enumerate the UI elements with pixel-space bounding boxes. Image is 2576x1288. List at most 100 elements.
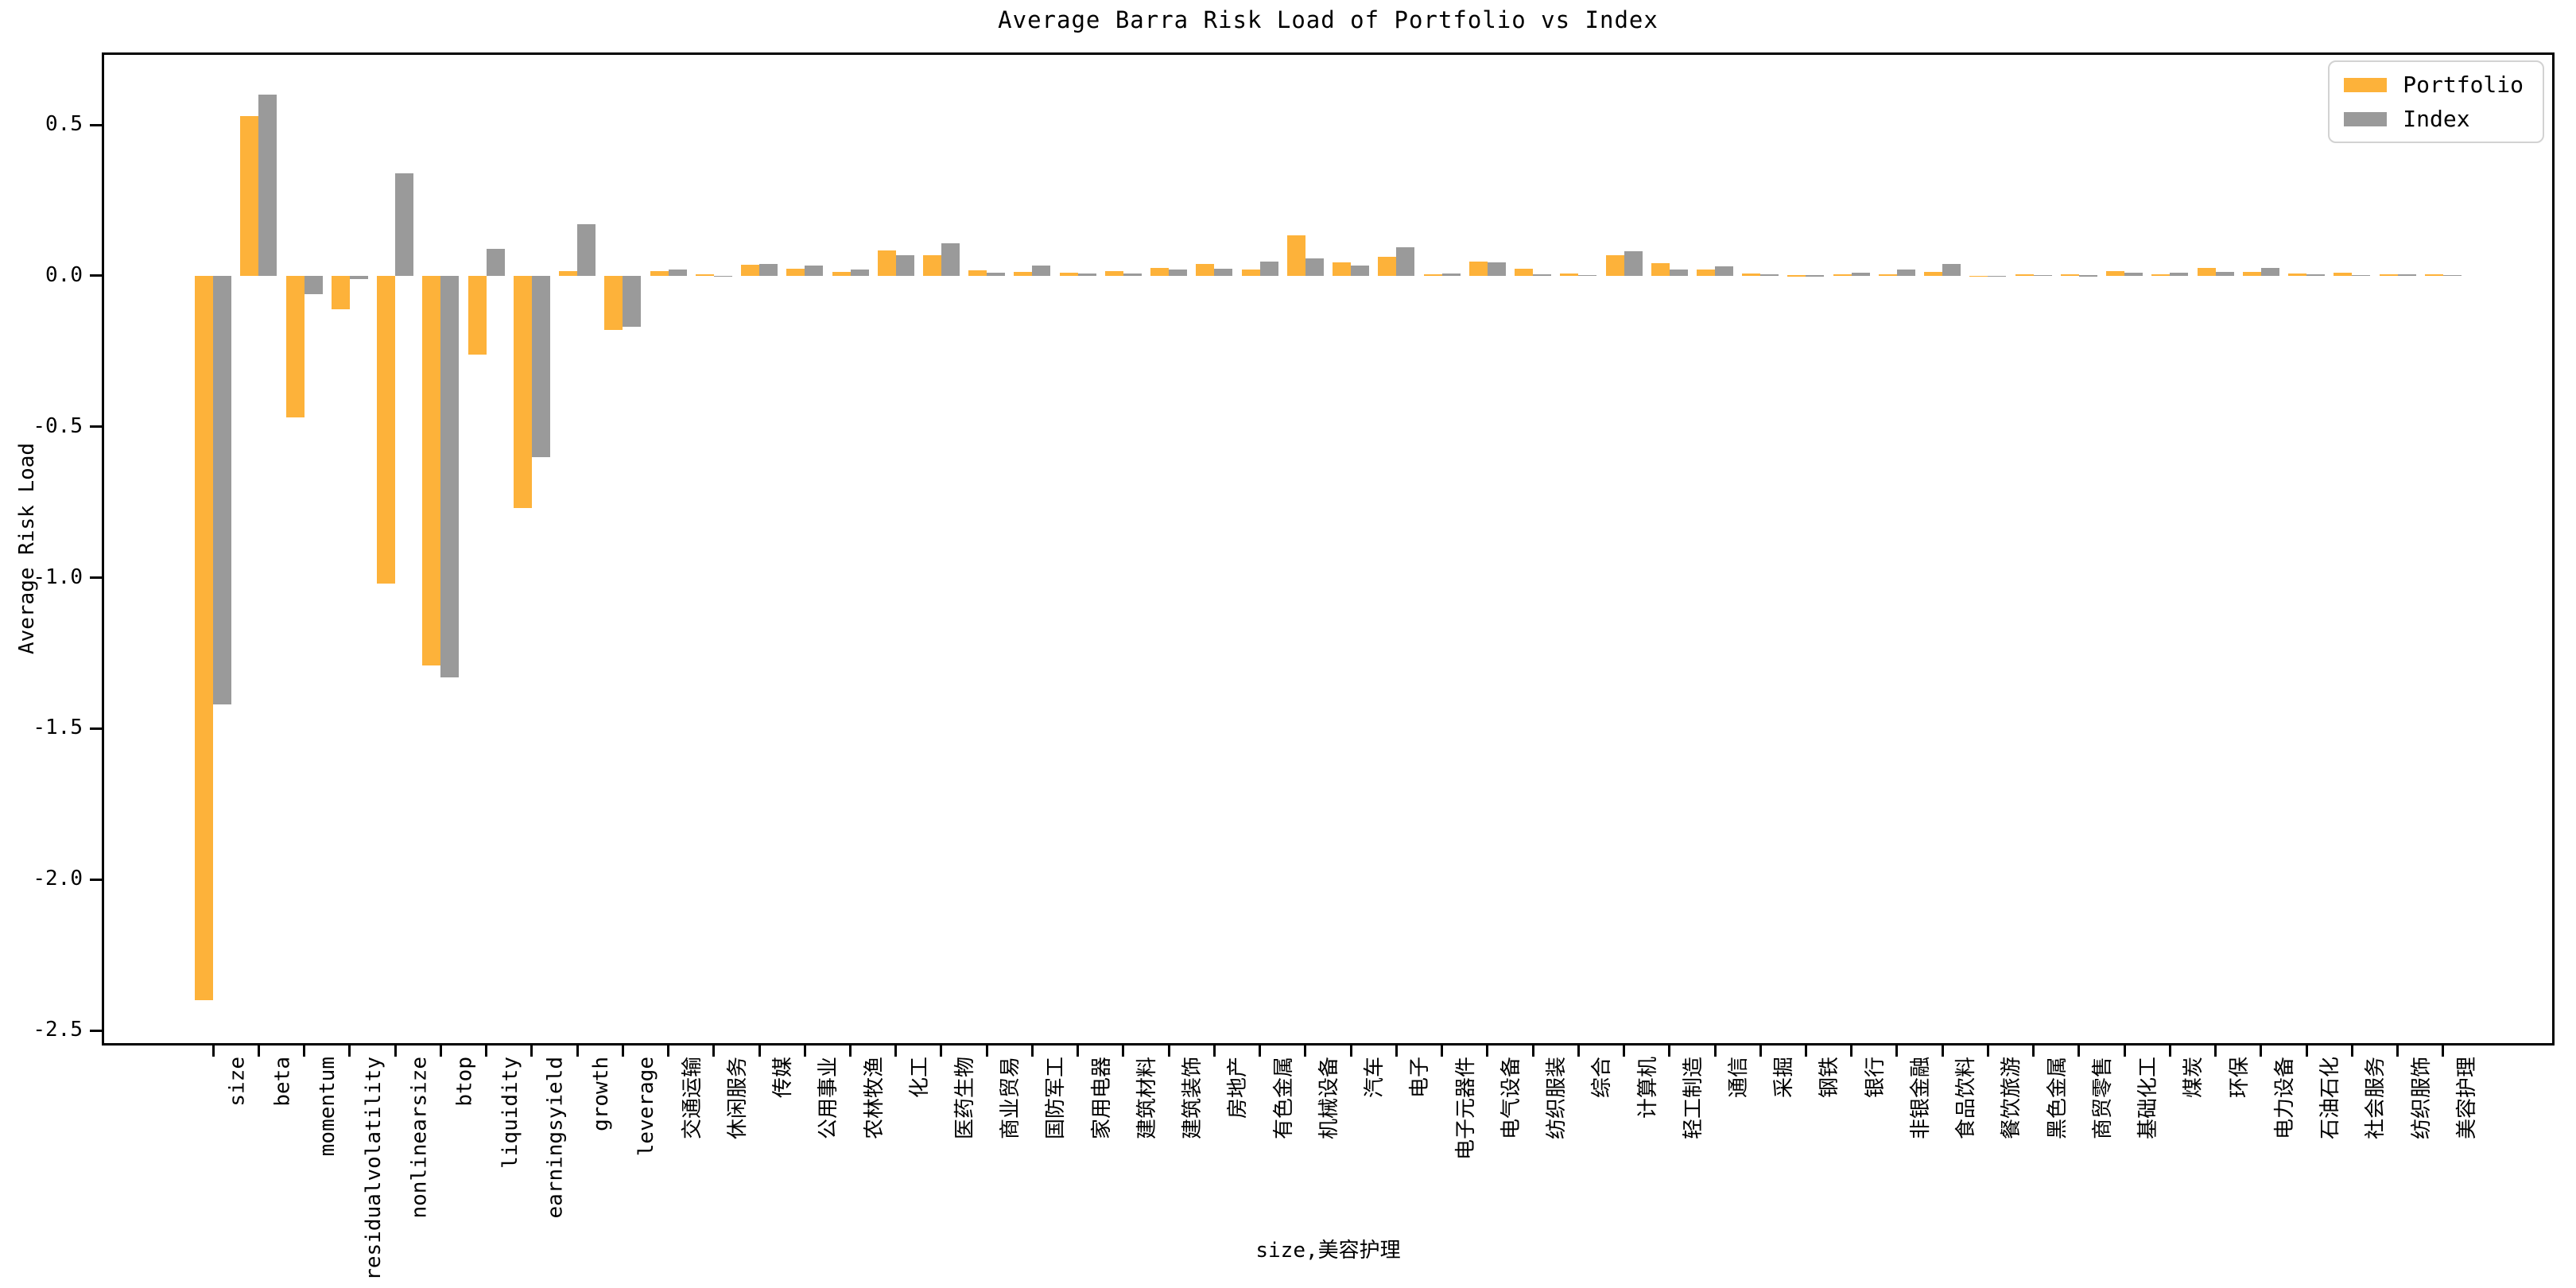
bar-portfolio-1 (240, 115, 259, 276)
x-tick-label: 电子元器件 (1453, 1057, 1478, 1161)
bar-portfolio-14 (832, 271, 851, 276)
bar-index-31 (1624, 250, 1643, 276)
x-tick-label: 食品饮料 (1954, 1057, 1979, 1140)
x-axis-label: size,美容护理 (1255, 1239, 1401, 1263)
x-tick-label: 采掘 (1772, 1057, 1797, 1099)
x-tick-mark (1713, 1046, 1717, 1057)
x-tick-mark (1212, 1046, 1216, 1057)
x-tick-label: size (225, 1057, 250, 1107)
bar-index-36 (1851, 273, 1870, 276)
bar-index-5 (440, 275, 460, 677)
bar-index-20 (1123, 273, 1142, 276)
y-tick-label: 0.0 (45, 262, 83, 287)
bar-portfolio-23 (1241, 270, 1260, 276)
x-tick-mark (1030, 1046, 1034, 1057)
x-tick-label: 基础化工 (2136, 1057, 2161, 1140)
x-tick-mark (211, 1046, 215, 1057)
bar-portfolio-18 (1014, 271, 1033, 276)
legend-row-portfolio: Portfolio (2344, 72, 2524, 98)
bar-portfolio-24 (1286, 235, 1305, 276)
y-tick-mark (90, 425, 102, 429)
bar-portfolio-49 (2424, 274, 2443, 276)
bar-index-41 (2078, 275, 2097, 277)
bar-index-26 (1396, 247, 1415, 276)
x-tick-label: 化工 (907, 1057, 932, 1099)
x-tick-mark (1850, 1046, 1853, 1057)
x-tick-mark (621, 1046, 624, 1057)
bar-index-15 (895, 254, 914, 276)
x-tick-label: 医药生物 (953, 1057, 977, 1140)
bar-portfolio-44 (2197, 267, 2216, 276)
bar-portfolio-9 (604, 275, 623, 331)
bar-portfolio-4 (377, 275, 396, 584)
bar-index-16 (941, 242, 960, 276)
y-tick-label: -0.5 (33, 413, 83, 438)
bar-index-35 (1806, 275, 1825, 277)
x-tick-label: 计算机 (1635, 1057, 1660, 1119)
x-tick-mark (1895, 1046, 1899, 1057)
x-tick-mark (1349, 1046, 1352, 1057)
x-tick-label: momentum (316, 1057, 340, 1157)
x-tick-label: 社会服务 (2364, 1057, 2388, 1140)
x-tick-mark (1941, 1046, 1944, 1057)
bar-index-47 (2352, 274, 2371, 277)
bar-index-21 (1169, 269, 1188, 276)
x-tick-mark (2442, 1046, 2445, 1057)
x-tick-label: 农林牧渔 (862, 1057, 886, 1140)
legend-label-index: Index (2403, 106, 2470, 132)
bar-portfolio-27 (1423, 274, 1442, 276)
bar-portfolio-40 (2015, 274, 2034, 276)
y-axis-label: Average Risk Load (15, 442, 39, 655)
x-tick-mark (1167, 1046, 1170, 1057)
bar-index-39 (1988, 275, 2007, 277)
bar-portfolio-20 (1104, 271, 1123, 276)
x-tick-label: 纺织服装 (1545, 1057, 1569, 1140)
x-tick-mark (257, 1046, 260, 1057)
bar-index-17 (987, 273, 1006, 276)
x-tick-mark (758, 1046, 761, 1057)
x-tick-mark (1259, 1046, 1262, 1057)
bar-index-48 (2397, 274, 2416, 276)
x-tick-label: 银行 (1863, 1057, 1887, 1099)
x-tick-mark (2396, 1046, 2399, 1057)
y-tick-label: -1.0 (33, 564, 83, 589)
x-tick-label: 电子 (1408, 1057, 1433, 1099)
x-tick-label: 传媒 (771, 1057, 796, 1099)
x-tick-label: 商业贸易 (999, 1057, 1023, 1140)
x-tick-label: 电气设备 (1499, 1057, 1523, 1140)
x-tick-mark (485, 1046, 488, 1057)
bar-index-42 (2124, 273, 2143, 276)
x-tick-mark (2032, 1046, 2035, 1057)
x-tick-mark (712, 1046, 716, 1057)
y-tick-mark (90, 878, 102, 881)
bar-portfolio-43 (2151, 274, 2171, 276)
bar-portfolio-35 (1787, 275, 1806, 277)
bar-index-44 (2215, 272, 2234, 276)
bar-index-9 (623, 275, 642, 328)
x-tick-label: 公用事业 (817, 1057, 841, 1140)
x-tick-label: 交通运输 (680, 1057, 704, 1140)
plot-area-border (102, 52, 2555, 1046)
x-tick-label: earningsyield (543, 1057, 568, 1219)
x-tick-label: 轻工制造 (1681, 1057, 1705, 1140)
bar-index-2 (304, 275, 323, 294)
bar-portfolio-26 (1378, 257, 1397, 276)
x-tick-mark (667, 1046, 670, 1057)
x-tick-label: btop (452, 1057, 477, 1107)
x-tick-mark (1531, 1046, 1534, 1057)
x-tick-mark (394, 1046, 397, 1057)
x-tick-mark (2214, 1046, 2217, 1057)
x-tick-label: 石油石化 (2318, 1057, 2343, 1140)
bar-index-4 (395, 173, 414, 276)
bar-portfolio-48 (2379, 274, 2398, 276)
x-tick-label: 纺织服饰 (2409, 1057, 2434, 1140)
x-tick-label: 非银金融 (1908, 1057, 1933, 1140)
x-tick-mark (1623, 1046, 1626, 1057)
x-tick-mark (2123, 1046, 2126, 1057)
x-tick-mark (1986, 1046, 1989, 1057)
bar-index-28 (1487, 262, 1506, 276)
y-tick-mark (90, 274, 102, 277)
bar-portfolio-42 (2106, 271, 2125, 276)
bar-portfolio-10 (650, 271, 669, 276)
x-tick-label: 黑色金属 (2045, 1057, 2070, 1140)
